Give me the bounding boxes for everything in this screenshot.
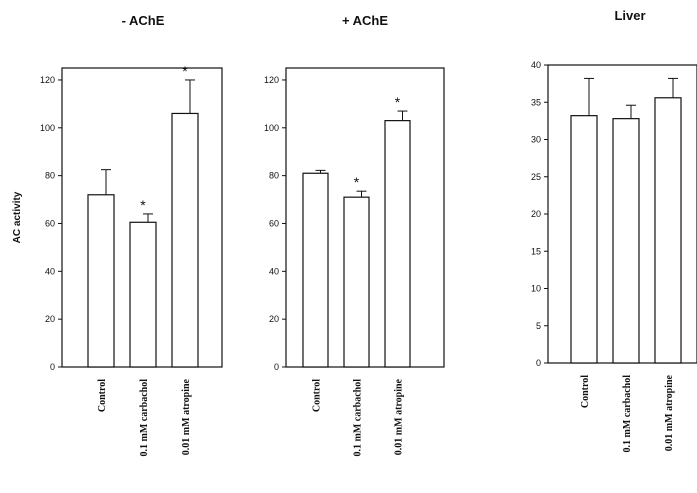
- x-category-label: Control: [312, 379, 323, 412]
- x-category-label: 0.01 mM atropine: [181, 378, 192, 455]
- y-tick-label: 100: [264, 123, 279, 133]
- chart-panel-liver: Liver 0 5 10 15 20 25 30 35 40 Control 0.1 mM carba…: [531, 8, 697, 453]
- chart-panel-plus-ache: + AChE 0 20 40 60 80 100 120 Control * 0.1 mM carb…: [264, 13, 445, 457]
- y-tick-label: 40: [45, 266, 55, 276]
- x-category-label: 0.01 mM atropine: [394, 378, 405, 455]
- y-axis-label: AC activity: [12, 191, 23, 243]
- chart-title: - AChE: [122, 13, 165, 28]
- bar: [87, 194, 115, 368]
- y-tick-label: 10: [531, 284, 541, 294]
- y-tick-label: 35: [531, 97, 541, 107]
- y-tick-label: 20: [531, 209, 541, 219]
- y-tick-label: 15: [531, 246, 541, 256]
- significance-marker: *: [354, 174, 360, 190]
- y-tick-label: 20: [269, 314, 279, 324]
- x-category-label: 0.1 mM carbachol: [139, 379, 150, 457]
- y-tick-label: 0: [274, 362, 279, 372]
- bar: [302, 172, 329, 368]
- chart-panel-minus-ache: - AChE AC activity 0 20 40 60 80 100 120 Control *…: [12, 13, 223, 457]
- x-category-label: 0.1 mM carbachol: [622, 375, 633, 453]
- significance-marker: *: [182, 63, 188, 79]
- bar: [654, 97, 682, 364]
- significance-marker: *: [395, 94, 401, 110]
- y-tick-label: 40: [269, 266, 279, 276]
- bar: [129, 221, 157, 368]
- bar: [171, 112, 199, 368]
- bar: [343, 196, 370, 368]
- significance-marker: *: [140, 197, 146, 213]
- chart-title: + AChE: [342, 13, 388, 28]
- y-tick-label: 25: [531, 172, 541, 182]
- y-tick-label: 0: [536, 358, 541, 368]
- y-tick-label: 0: [50, 362, 55, 372]
- y-tick-label: 40: [531, 60, 541, 70]
- y-tick-label: 60: [45, 218, 55, 228]
- y-tick-label: 30: [531, 135, 541, 145]
- x-category-label: 0.01 mM atropine: [664, 374, 675, 451]
- x-category-label: Control: [580, 375, 591, 408]
- bar: [612, 118, 640, 364]
- y-tick-label: 80: [269, 171, 279, 181]
- bar: [384, 120, 411, 368]
- y-tick-label: 120: [264, 75, 279, 85]
- y-tick-label: 60: [269, 218, 279, 228]
- y-tick-label: 20: [45, 314, 55, 324]
- bar: [570, 115, 598, 364]
- y-tick-label: 100: [40, 123, 55, 133]
- y-tick-label: 80: [45, 171, 55, 181]
- y-tick-label: 5: [536, 321, 541, 331]
- y-tick-label: 120: [40, 75, 55, 85]
- x-category-label: Control: [97, 379, 108, 412]
- x-category-label: 0.1 mM carbachol: [353, 379, 364, 457]
- chart-title: Liver: [614, 8, 645, 23]
